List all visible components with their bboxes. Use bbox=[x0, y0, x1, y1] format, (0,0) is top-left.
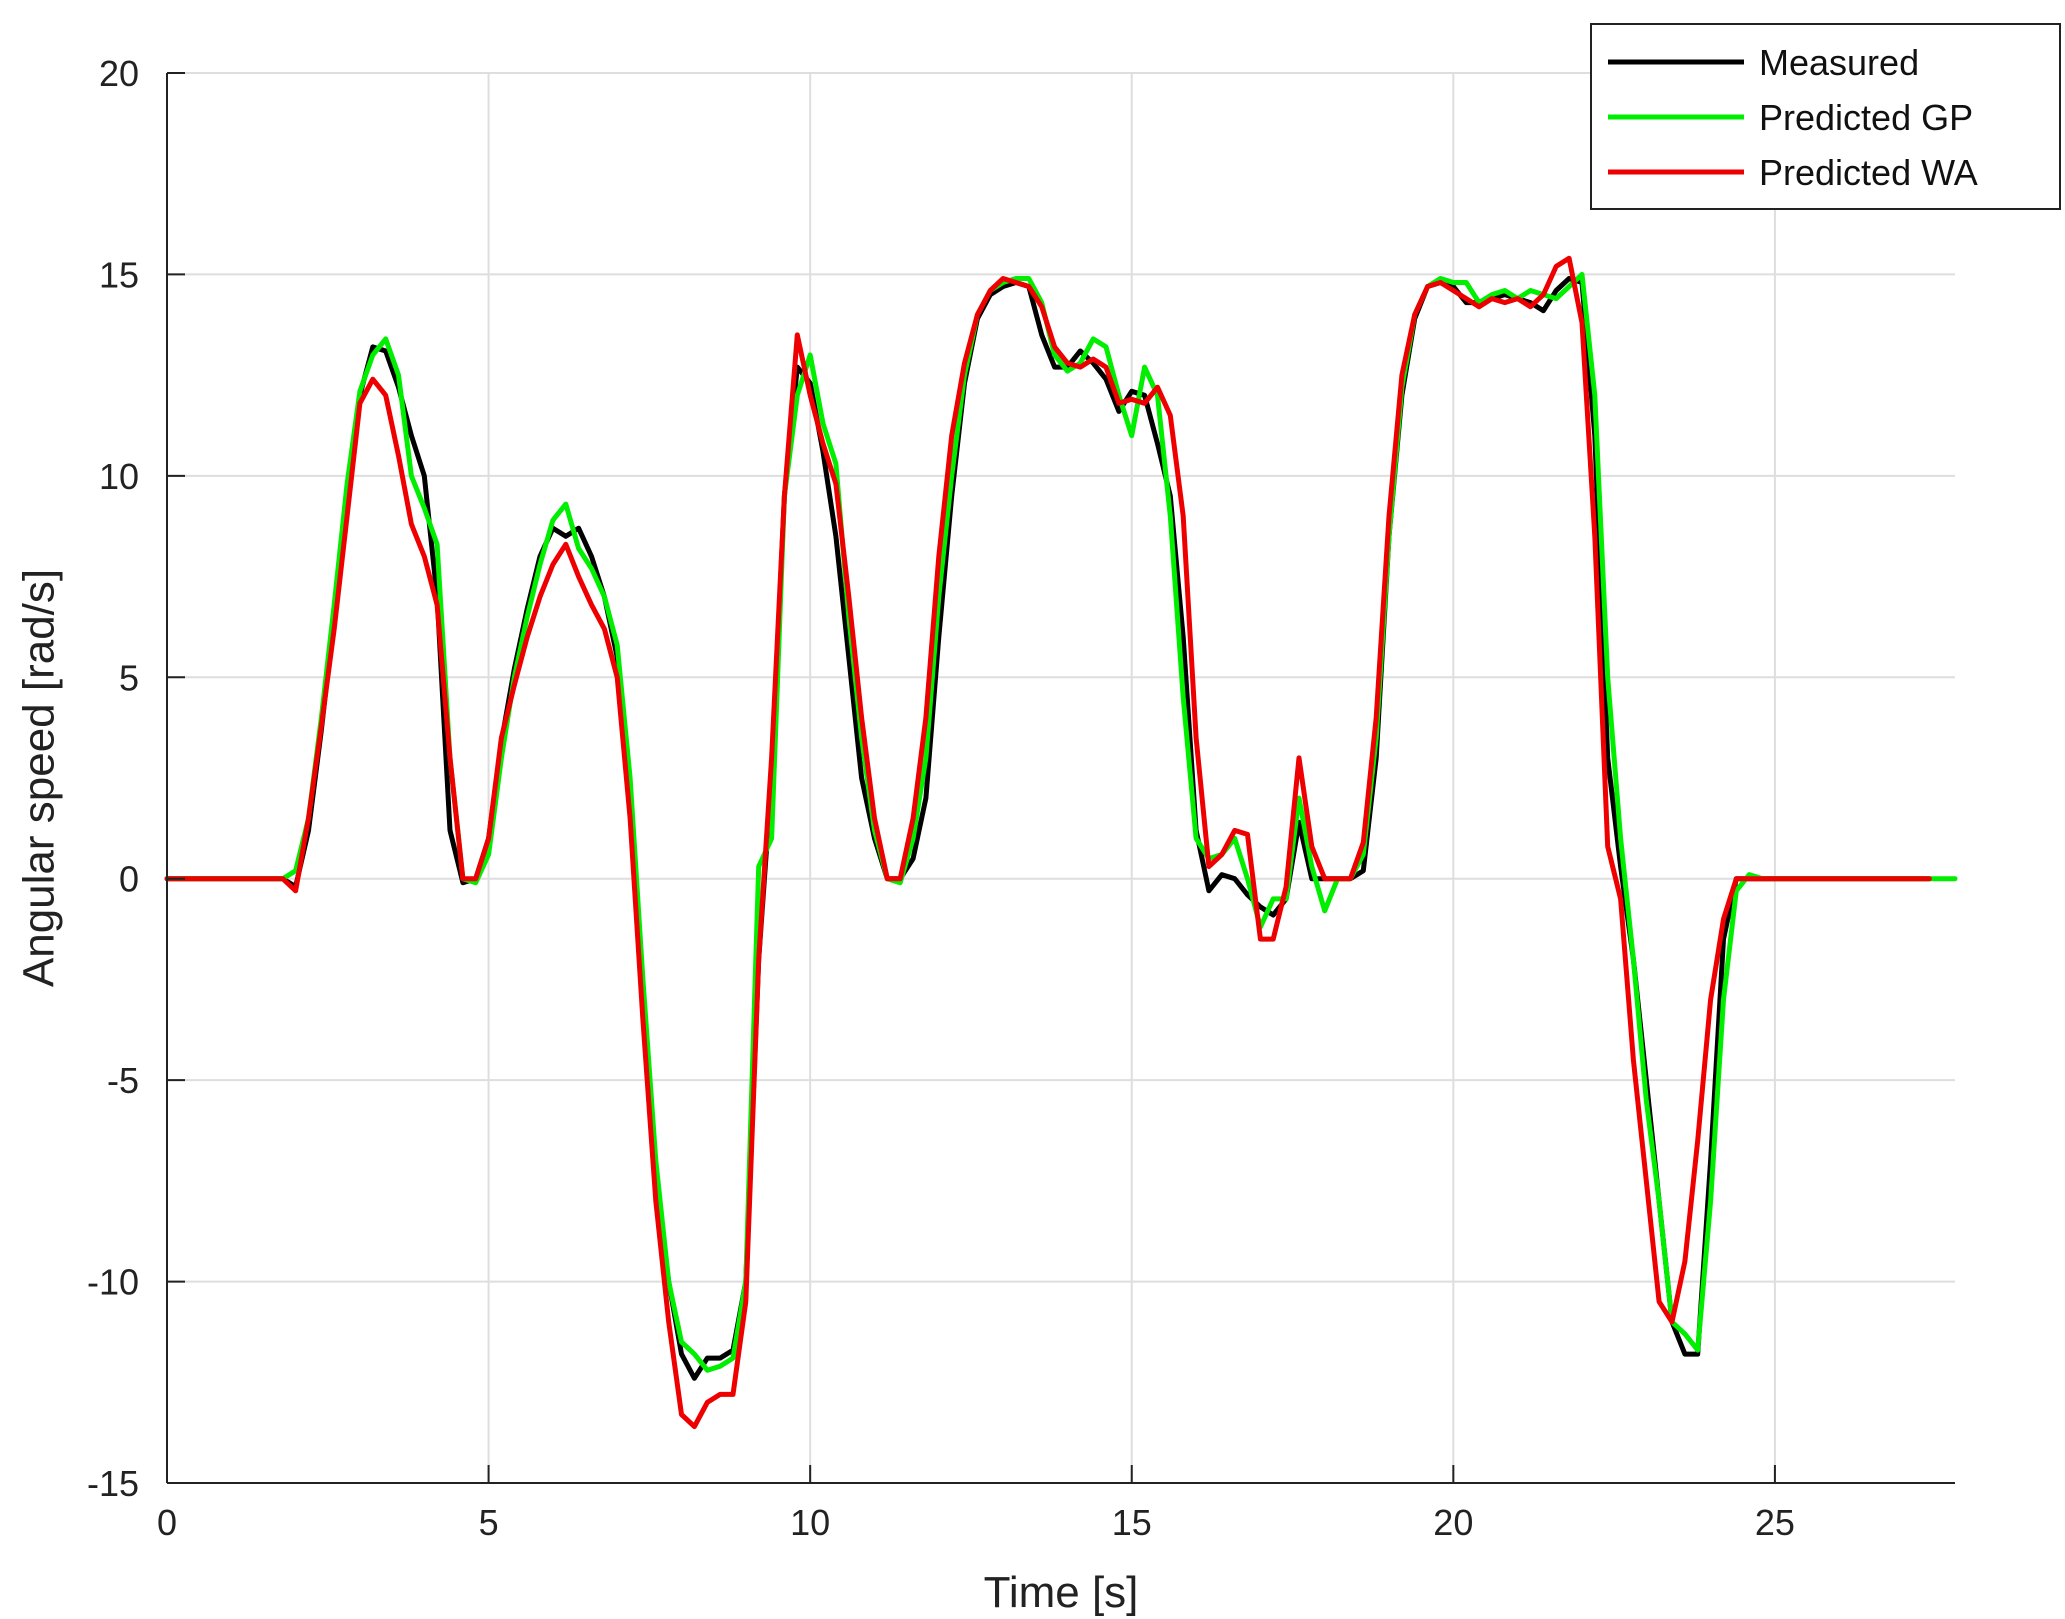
x-tick-label: 15 bbox=[1112, 1502, 1152, 1543]
x-axis-label: Time [s] bbox=[984, 1568, 1139, 1617]
legend-label: Measured bbox=[1759, 42, 1919, 83]
legend: Measured Predicted GP Predicted WA bbox=[1590, 23, 2061, 210]
legend-label: Predicted WA bbox=[1759, 152, 1978, 193]
series-line-predicted-wa bbox=[164, 255, 1932, 1430]
series-lines bbox=[164, 255, 1958, 1430]
x-tick-label: 20 bbox=[1433, 1502, 1473, 1543]
y-tick-label: -10 bbox=[87, 1262, 139, 1303]
grid bbox=[166, 72, 1955, 1484]
y-tick-label: -15 bbox=[87, 1463, 139, 1504]
y-axis-label: Angular speed [rad/s] bbox=[15, 569, 64, 987]
x-tick-label: 10 bbox=[790, 1502, 830, 1543]
x-tick-label: 5 bbox=[479, 1502, 499, 1543]
y-tick-label: -5 bbox=[107, 1060, 139, 1101]
legend-label: Predicted GP bbox=[1759, 97, 1973, 138]
x-tick-label: 0 bbox=[157, 1502, 177, 1543]
axes: 0 5 10 15 20 25 -15 -10 -5 0 5 10 15 20 bbox=[87, 53, 1955, 1543]
y-tick-label: 5 bbox=[119, 657, 139, 698]
x-tick-label: 25 bbox=[1755, 1502, 1795, 1543]
y-tick-label: 15 bbox=[99, 254, 139, 295]
y-tick-label: 10 bbox=[99, 456, 139, 497]
y-tick-label: 20 bbox=[99, 53, 139, 94]
y-tick-label: 0 bbox=[119, 859, 139, 900]
